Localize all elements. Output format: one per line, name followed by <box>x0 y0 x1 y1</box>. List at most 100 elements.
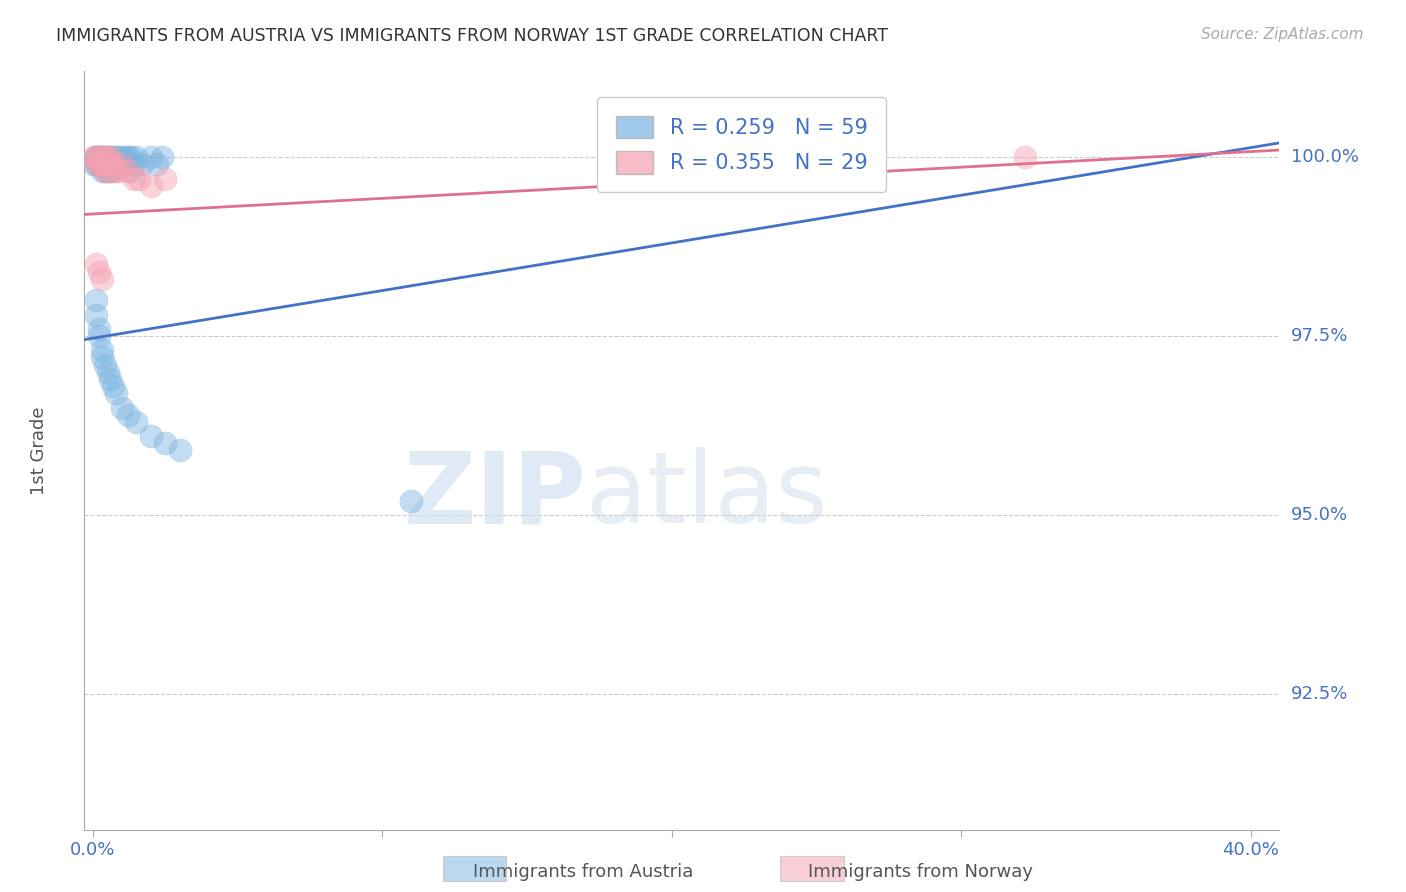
Point <box>93 157 115 171</box>
Point <box>93 157 115 171</box>
Point <box>114 157 136 171</box>
Point <box>90 272 112 286</box>
Point <box>122 171 145 186</box>
Point <box>100 150 122 164</box>
Point <box>96 164 118 178</box>
Point <box>96 365 118 379</box>
Point <box>90 150 112 164</box>
Point <box>128 171 150 186</box>
Point <box>122 157 145 171</box>
Text: Immigrants from Austria: Immigrants from Austria <box>474 863 693 881</box>
Point <box>84 308 107 322</box>
Text: ZIP: ZIP <box>404 448 586 544</box>
Point <box>155 171 177 186</box>
Point <box>117 408 139 422</box>
Point <box>90 157 112 171</box>
Point <box>93 164 115 178</box>
Point <box>103 379 125 393</box>
Point <box>96 150 118 164</box>
Point <box>120 164 142 178</box>
Point <box>100 150 122 164</box>
Point <box>103 157 125 171</box>
Point <box>139 150 162 164</box>
Point <box>105 157 128 171</box>
Point <box>84 157 107 171</box>
Point <box>93 358 115 372</box>
Point <box>401 493 423 508</box>
Point <box>169 443 191 458</box>
Point <box>117 164 139 178</box>
Point <box>87 322 110 336</box>
Point <box>87 150 110 164</box>
Point <box>125 150 148 164</box>
Point <box>84 150 107 164</box>
Point <box>87 157 110 171</box>
Point <box>87 150 110 164</box>
Point <box>84 293 107 308</box>
Legend: R = 0.259   N = 59, R = 0.355   N = 29: R = 0.259 N = 59, R = 0.355 N = 29 <box>598 97 886 193</box>
Point <box>90 351 112 365</box>
Point <box>96 150 118 164</box>
Point <box>93 164 115 178</box>
Point <box>96 157 118 171</box>
Point <box>111 401 134 415</box>
Text: atlas: atlas <box>586 448 828 544</box>
Point <box>82 150 104 164</box>
Point <box>155 436 177 450</box>
Point <box>96 157 118 171</box>
Point <box>87 157 110 171</box>
Point <box>806 150 828 164</box>
Point <box>87 265 110 279</box>
Point <box>103 150 125 164</box>
Point <box>93 150 115 164</box>
Point <box>84 157 107 171</box>
Point <box>84 258 107 272</box>
Point <box>111 157 134 171</box>
Text: 100.0%: 100.0% <box>1291 148 1358 166</box>
Point <box>103 164 125 178</box>
Text: 1st Grade: 1st Grade <box>30 406 48 495</box>
Point <box>87 329 110 343</box>
Point <box>111 150 134 164</box>
Point <box>100 157 122 171</box>
Text: 95.0%: 95.0% <box>1291 506 1348 524</box>
Point <box>87 157 110 171</box>
Point <box>93 150 115 164</box>
Point <box>139 178 162 193</box>
Point <box>96 164 118 178</box>
Point <box>82 157 104 171</box>
Point <box>90 343 112 358</box>
Point <box>1014 150 1036 164</box>
Point <box>90 150 112 164</box>
Point <box>105 164 128 178</box>
Point <box>84 150 107 164</box>
Text: Source: ZipAtlas.com: Source: ZipAtlas.com <box>1201 27 1364 42</box>
Point <box>87 150 110 164</box>
Point <box>111 157 134 171</box>
Point <box>84 150 107 164</box>
Point <box>90 150 112 164</box>
Point <box>139 429 162 443</box>
Point <box>100 164 122 178</box>
Point <box>105 150 128 164</box>
Point <box>90 164 112 178</box>
Point <box>100 157 122 171</box>
Point <box>96 150 118 164</box>
Point <box>145 157 167 171</box>
Point <box>108 164 131 178</box>
Point <box>103 157 125 171</box>
Point <box>152 150 174 164</box>
Point <box>117 150 139 164</box>
Point <box>120 150 142 164</box>
Point <box>105 386 128 401</box>
Point <box>125 415 148 429</box>
Point <box>131 157 153 171</box>
Text: Immigrants from Norway: Immigrants from Norway <box>808 863 1033 881</box>
Point <box>90 157 112 171</box>
Point <box>114 150 136 164</box>
Text: 97.5%: 97.5% <box>1291 327 1348 345</box>
Point <box>108 150 131 164</box>
Text: 92.5%: 92.5% <box>1291 685 1348 703</box>
Point <box>100 372 122 386</box>
Text: IMMIGRANTS FROM AUSTRIA VS IMMIGRANTS FROM NORWAY 1ST GRADE CORRELATION CHART: IMMIGRANTS FROM AUSTRIA VS IMMIGRANTS FR… <box>56 27 889 45</box>
